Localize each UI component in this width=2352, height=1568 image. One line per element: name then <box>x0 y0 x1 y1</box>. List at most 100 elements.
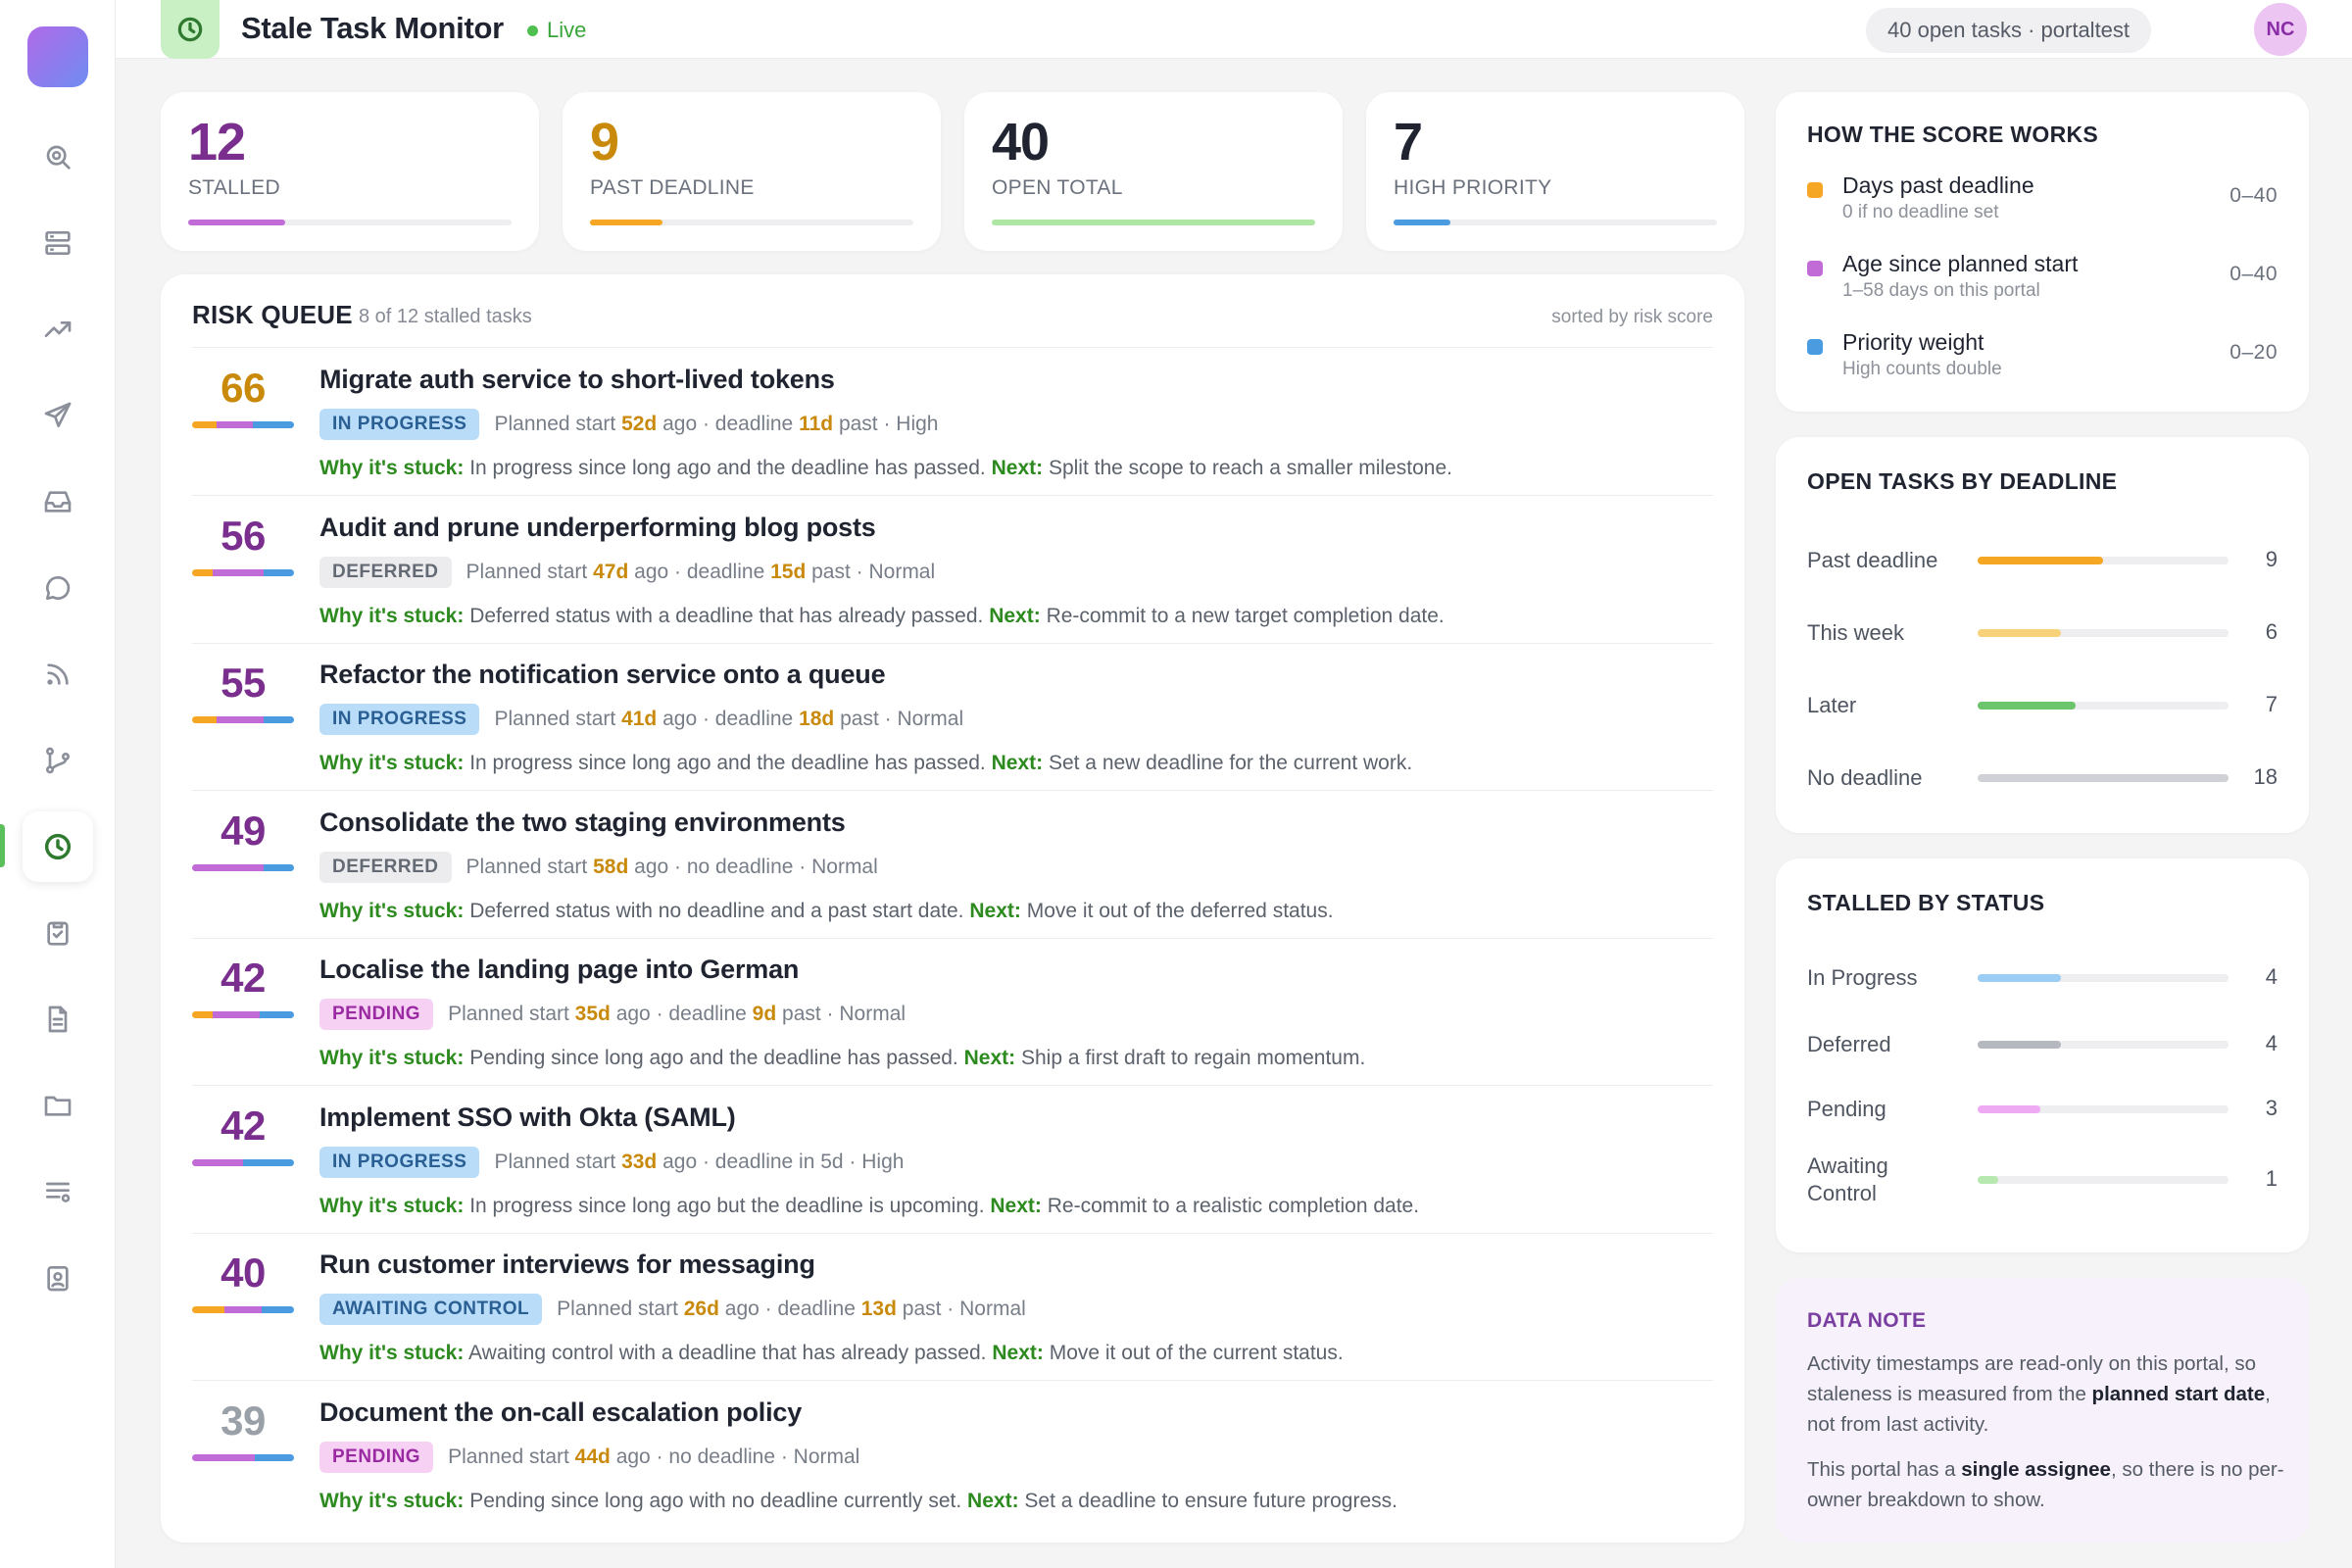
risk-queue-title: RISK QUEUE <box>192 300 353 330</box>
nav-trends[interactable] <box>23 294 93 365</box>
git-branch-icon <box>42 745 74 776</box>
legend-swatch <box>1807 339 1823 355</box>
deadline-suffix: past · High <box>839 413 939 436</box>
data-note-paragraph-1: Activity timestamps are read-only on thi… <box>1807 1348 2287 1440</box>
score-segment <box>243 1159 294 1166</box>
breakdown-track <box>1978 1041 2229 1049</box>
planned-start-label: Planned start <box>494 708 615 731</box>
score-segment <box>192 716 217 723</box>
inbox-icon <box>42 486 74 517</box>
nav-profile[interactable] <box>23 1243 93 1313</box>
breakdown-track <box>1978 974 2229 982</box>
score-segment <box>253 421 294 428</box>
task-meta: IN PROGRESS Planned start 33d ago · deadl… <box>319 1146 904 1179</box>
next-label: Next: <box>964 1047 1016 1069</box>
live-indicator: Live <box>527 18 586 43</box>
task-row[interactable]: 55 Refactor the notification service onto… <box>192 644 1713 791</box>
next-text: Split the scope to reach a smaller miles… <box>1049 457 1452 479</box>
scope-pill[interactable]: 40 open tasks · portaltest <box>1866 8 2151 53</box>
start-suffix: ago · deadline in 5d · High <box>662 1151 904 1174</box>
breakdown-row[interactable]: Awaiting Control 1 <box>1807 1160 2278 1200</box>
breakdown-row[interactable]: Pending 3 <box>1807 1090 2278 1129</box>
task-row[interactable]: 66 Migrate auth service to short-lived to… <box>192 349 1713 496</box>
nav-feed[interactable] <box>23 639 93 710</box>
legend-range: 0–20 <box>2230 341 2278 365</box>
clock-icon <box>175 15 205 44</box>
breakdown-fill <box>1978 1176 1998 1184</box>
breakdown-row[interactable]: Deferred 4 <box>1807 1025 2278 1064</box>
nav-server[interactable] <box>23 208 93 278</box>
breakdown-row[interactable]: No deadline 18 <box>1807 759 2278 798</box>
nav-settings-list[interactable] <box>23 1156 93 1227</box>
breakdown-track <box>1978 629 2229 637</box>
nav-tasks[interactable] <box>23 898 93 968</box>
nav-inbox[interactable] <box>23 466 93 537</box>
stat-card[interactable]: 40 OPEN TOTAL <box>964 92 1343 251</box>
next-text: Re-commit to a new target completion dat… <box>1047 605 1445 627</box>
task-title[interactable]: Implement SSO with Okta (SAML) <box>319 1102 736 1133</box>
task-row[interactable]: 40 Run customer interviews for messaging A… <box>192 1234 1713 1381</box>
planned-start-days: 35d <box>575 1003 611 1026</box>
breakdown-row[interactable]: In Progress 4 <box>1807 958 2278 998</box>
task-row[interactable]: 42 Localise the landing page into German P… <box>192 939 1713 1086</box>
deadline-days: 9d <box>753 1003 777 1026</box>
breakdown-count: 18 <box>2254 764 2278 790</box>
task-title[interactable]: Consolidate the two staging environments <box>319 808 846 838</box>
task-row[interactable]: 56 Audit and prune underperforming blog p… <box>192 497 1713 644</box>
status-badge: PENDING <box>319 1442 433 1473</box>
breakdown-fill <box>1978 629 2061 637</box>
task-title[interactable]: Migrate auth service to short-lived toke… <box>319 365 835 395</box>
status-badge: DEFERRED <box>319 852 452 883</box>
task-title[interactable]: Localise the landing page into German <box>319 955 799 985</box>
status-badge: IN PROGRESS <box>319 409 479 440</box>
avatar[interactable]: NC <box>2254 3 2307 56</box>
task-row[interactable]: 39 Document the on-call escalation policy… <box>192 1382 1713 1529</box>
stat-card[interactable]: 9 PAST DEADLINE <box>563 92 941 251</box>
start-suffix: ago · deadline <box>634 561 764 584</box>
nav-send[interactable] <box>23 380 93 451</box>
next-text: Set a deadline to ensure future progress… <box>1024 1490 1397 1512</box>
task-title[interactable]: Audit and prune underperforming blog pos… <box>319 513 876 543</box>
nav-chat[interactable] <box>23 553 93 623</box>
why-label: Why it's stuck: <box>319 1047 464 1069</box>
why-label: Why it's stuck: <box>319 1195 464 1217</box>
task-row[interactable]: 42 Implement SSO with Okta (SAML) IN PROGR… <box>192 1087 1713 1234</box>
task-meta: PENDING Planned start 44d ago · no deadli… <box>319 1441 859 1474</box>
planned-start-days: 41d <box>621 708 657 731</box>
next-text: Move it out of the current status. <box>1050 1342 1344 1364</box>
nav-stale-monitor[interactable] <box>23 811 93 882</box>
breakdown-count: 1 <box>2266 1166 2278 1192</box>
task-row[interactable]: 49 Consolidate the two staging environmen… <box>192 792 1713 939</box>
nav-search[interactable] <box>23 122 93 192</box>
task-meta: IN PROGRESS Planned start 41d ago · deadl… <box>319 703 963 736</box>
start-suffix: ago · no deadline · Normal <box>616 1446 860 1469</box>
chat-bubble-icon <box>42 572 74 604</box>
breakdown-row[interactable]: This week 6 <box>1807 613 2278 653</box>
task-title[interactable]: Run customer interviews for messaging <box>319 1250 815 1280</box>
score-segment <box>192 1011 213 1018</box>
stat-label: STALLED <box>188 176 280 200</box>
breakdown-row[interactable]: Past deadline 9 <box>1807 541 2278 580</box>
planned-start-days: 52d <box>621 413 657 436</box>
app-logo[interactable] <box>27 26 88 87</box>
sort-label[interactable]: sorted by risk score <box>1551 307 1713 328</box>
search-icon <box>42 141 74 172</box>
nav-branches[interactable] <box>23 725 93 796</box>
risk-score-breakdown-bar <box>192 1159 294 1166</box>
score-segment <box>192 1159 243 1166</box>
task-title[interactable]: Refactor the notification service onto a… <box>319 660 885 690</box>
stat-card[interactable]: 7 HIGH PRIORITY <box>1366 92 1744 251</box>
next-label: Next: <box>992 1342 1044 1364</box>
breakdown-count: 6 <box>2266 619 2278 645</box>
breakdown-row[interactable]: Later 7 <box>1807 686 2278 725</box>
status-badge: DEFERRED <box>319 557 452 588</box>
nav-files[interactable] <box>23 1070 93 1141</box>
score-segment <box>264 864 294 871</box>
trending-up-icon <box>42 314 74 345</box>
task-title[interactable]: Document the on-call escalation policy <box>319 1397 802 1428</box>
task-meta: IN PROGRESS Planned start 52d ago · deadl… <box>319 408 938 441</box>
stat-card[interactable]: 12 STALLED <box>161 92 539 251</box>
nav-documents[interactable] <box>23 984 93 1054</box>
start-suffix: ago · no deadline · Normal <box>634 856 878 879</box>
stat-progress-fill <box>1394 220 1450 225</box>
